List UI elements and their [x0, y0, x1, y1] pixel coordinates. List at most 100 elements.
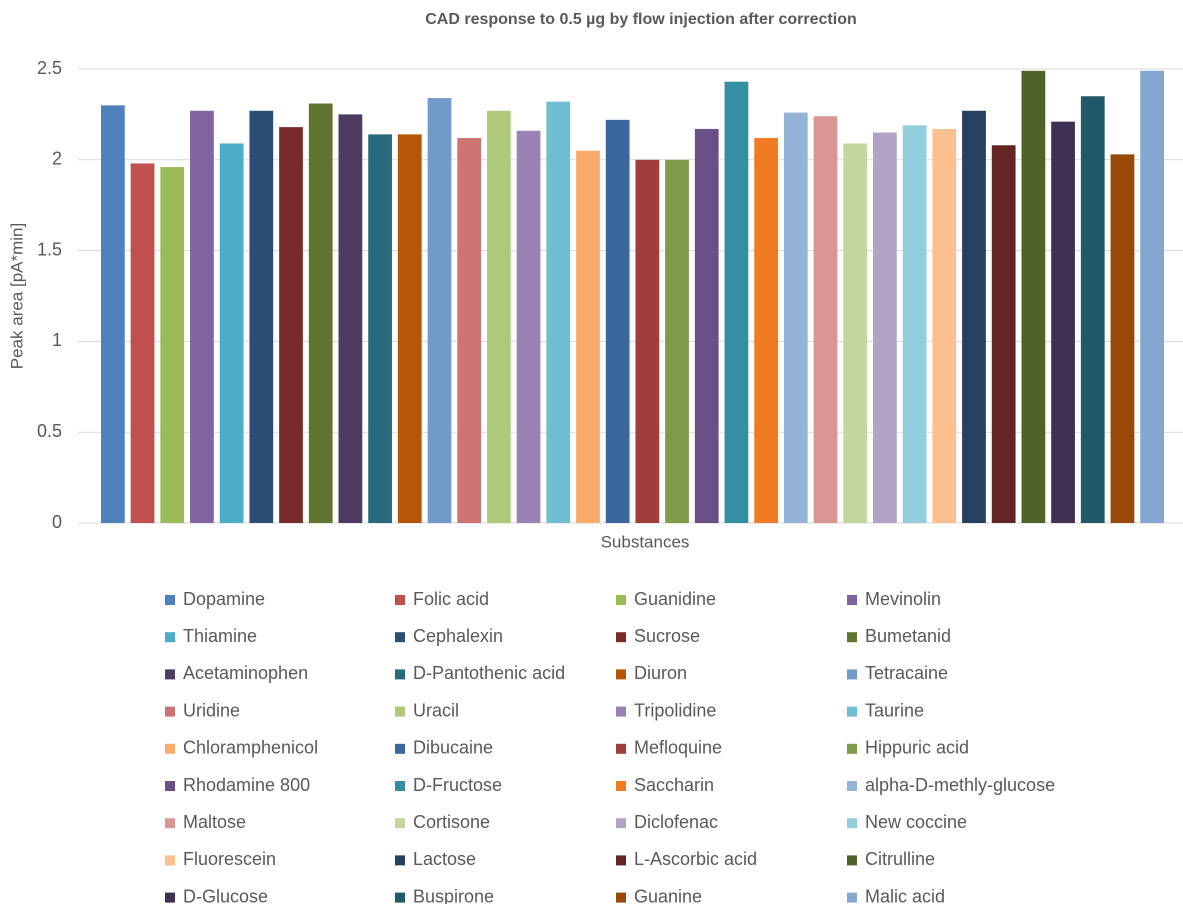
legend-swatch [395, 632, 405, 643]
legend-swatch [616, 855, 626, 866]
legend-swatch [165, 595, 175, 605]
legend-swatch [165, 632, 175, 643]
legend-label: Maltose [183, 812, 246, 832]
legend-swatch [616, 595, 626, 605]
bar [1110, 154, 1135, 524]
legend-swatch [616, 743, 626, 754]
y-tick-label: 2.5 [37, 58, 62, 78]
legend-label: Cortisone [413, 812, 490, 832]
bar [605, 119, 630, 524]
bar [962, 110, 986, 523]
bar [1140, 70, 1165, 523]
legend-label: Acetaminophen [183, 663, 308, 683]
legend-label: Lactose [413, 849, 476, 869]
legend-label: Guanine [634, 886, 702, 904]
legend-swatch [165, 818, 175, 829]
bar [219, 143, 244, 523]
bar [546, 101, 571, 524]
legend-label: D-Pantothenic acid [413, 663, 565, 683]
bar [427, 98, 452, 523]
legend-label: Guanidine [634, 589, 716, 609]
y-tick-label: 2 [52, 149, 62, 169]
legend-swatch [165, 669, 175, 680]
bar [516, 130, 541, 523]
legend-label: Dopamine [183, 589, 265, 609]
legend-label: Uridine [183, 700, 240, 720]
bar [160, 167, 185, 523]
legend-swatch [847, 706, 857, 717]
bar [130, 163, 155, 523]
legend-swatch [616, 818, 626, 829]
legend-label: Uracil [413, 700, 459, 720]
bar [783, 112, 808, 524]
legend-label: Dibucaine [413, 738, 493, 758]
legend-swatch [395, 595, 405, 605]
x-axis-title: Substances [601, 532, 690, 551]
legend-swatch [395, 892, 405, 903]
y-tick-label: 1 [52, 330, 62, 350]
bar [576, 150, 600, 523]
bar [813, 116, 838, 523]
legend-swatch [165, 855, 175, 866]
legend-swatch [165, 781, 175, 791]
legend-swatch [616, 669, 626, 680]
legend-label: alpha-D-methly-glucose [865, 775, 1055, 795]
legend-swatch [395, 669, 405, 680]
legend-label: Diuron [634, 663, 687, 683]
bar [724, 81, 749, 523]
legend-swatch [395, 743, 405, 754]
bar [486, 110, 511, 523]
legend-swatch [165, 743, 175, 754]
legend-label: Diclofenac [634, 812, 718, 832]
legend-swatch [847, 743, 857, 754]
legend-label: D-Glucose [183, 886, 268, 904]
legend-swatch [165, 706, 175, 717]
bar [1080, 96, 1105, 524]
y-axis-title: Peak area [pA*min] [7, 223, 26, 369]
legend-label: Bumetanid [865, 626, 951, 646]
bar [754, 138, 779, 523]
legend-swatch [165, 892, 175, 903]
legend-swatch [616, 892, 626, 903]
bar [338, 114, 363, 524]
legend-swatch [395, 855, 405, 866]
bar [308, 103, 333, 523]
legend-swatch [616, 706, 626, 717]
legend-label: Taurine [865, 700, 924, 720]
bar [635, 159, 660, 524]
y-tick-label: 0.5 [37, 421, 62, 441]
legend-swatch [395, 706, 405, 717]
bar [397, 134, 422, 523]
legend-label: Buspirone [413, 886, 494, 904]
legend-label: Saccharin [634, 775, 714, 795]
legend-label: Fluorescein [183, 849, 276, 869]
legend-label: D-Fructose [413, 775, 502, 795]
legend-swatch [616, 781, 626, 791]
legend-swatch [847, 669, 857, 680]
legend-swatch [847, 595, 857, 605]
legend-swatch [847, 892, 857, 903]
bar [457, 138, 482, 523]
legend-label: Mefloquine [634, 738, 722, 758]
bar [1051, 121, 1075, 523]
bar [279, 127, 303, 523]
y-tick-label: 0 [52, 512, 62, 532]
legend-label: Thiamine [183, 626, 257, 646]
y-tick-label: 1.5 [37, 239, 62, 259]
bar [100, 105, 125, 523]
legend-label: Cephalexin [413, 626, 503, 646]
legend-label: Folic acid [413, 589, 489, 609]
bar [665, 159, 689, 524]
bar [873, 132, 897, 523]
legend-label: Malic acid [865, 886, 945, 904]
bar [190, 110, 214, 523]
legend-label: New coccine [865, 812, 967, 832]
chart-title: CAD response to 0.5 µg by flow injection… [425, 11, 857, 28]
legend-label: Sucrose [634, 626, 700, 646]
legend-swatch [847, 818, 857, 829]
legend-swatch [395, 818, 405, 829]
bar [932, 128, 957, 524]
legend-swatch [395, 781, 405, 791]
legend-label: Tetracaine [865, 663, 948, 683]
